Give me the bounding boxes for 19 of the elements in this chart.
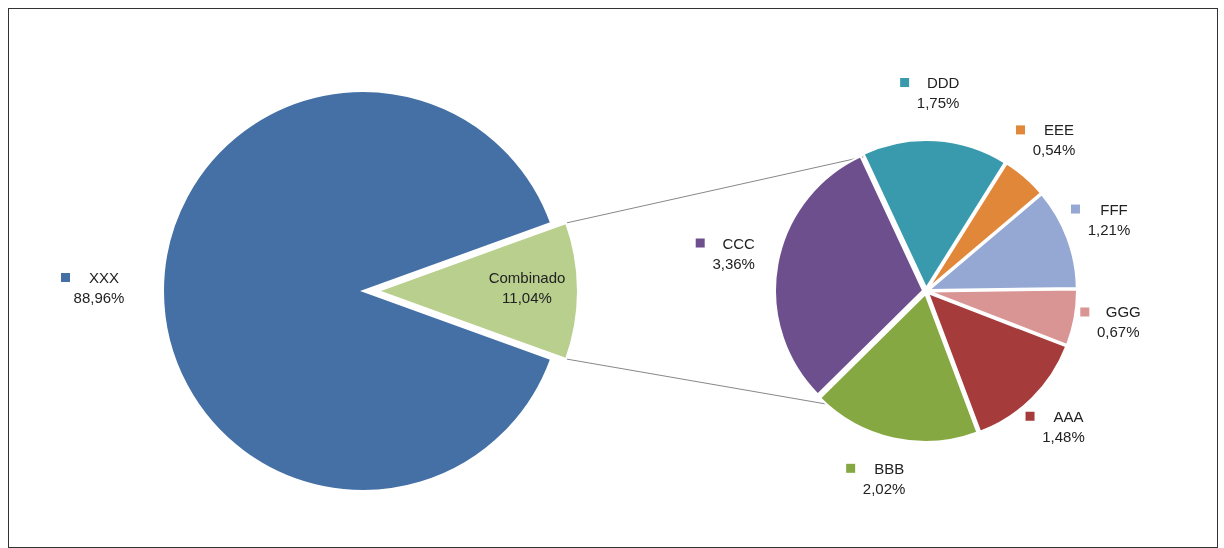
- data-label: 1,48%: [1042, 427, 1085, 445]
- slice-label: Combinado: [488, 269, 566, 286]
- data-label: 0,54%: [1032, 141, 1076, 159]
- data-label: 0,67%: [1097, 323, 1140, 341]
- data-label: 11,04%: [502, 289, 552, 306]
- legend-label: CCC: [722, 234, 756, 252]
- legend-label: BBB: [874, 459, 905, 477]
- legend-label: AAA: [1053, 407, 1084, 425]
- legend-label: FFF: [1100, 200, 1128, 218]
- legend-label: XXX: [88, 269, 120, 286]
- data-label: 1,75%: [916, 94, 960, 112]
- data-label: 3,36%: [712, 254, 755, 272]
- data-label: 2,02%: [862, 479, 906, 497]
- data-label: 1,21%: [1087, 220, 1131, 238]
- legend-label: DDD: [926, 74, 960, 92]
- legend-label: EEE: [1043, 121, 1074, 139]
- legend-label: GGG: [1105, 303, 1141, 321]
- pie-slice: [774, 155, 925, 396]
- data-label: 88,96%: [73, 289, 125, 306]
